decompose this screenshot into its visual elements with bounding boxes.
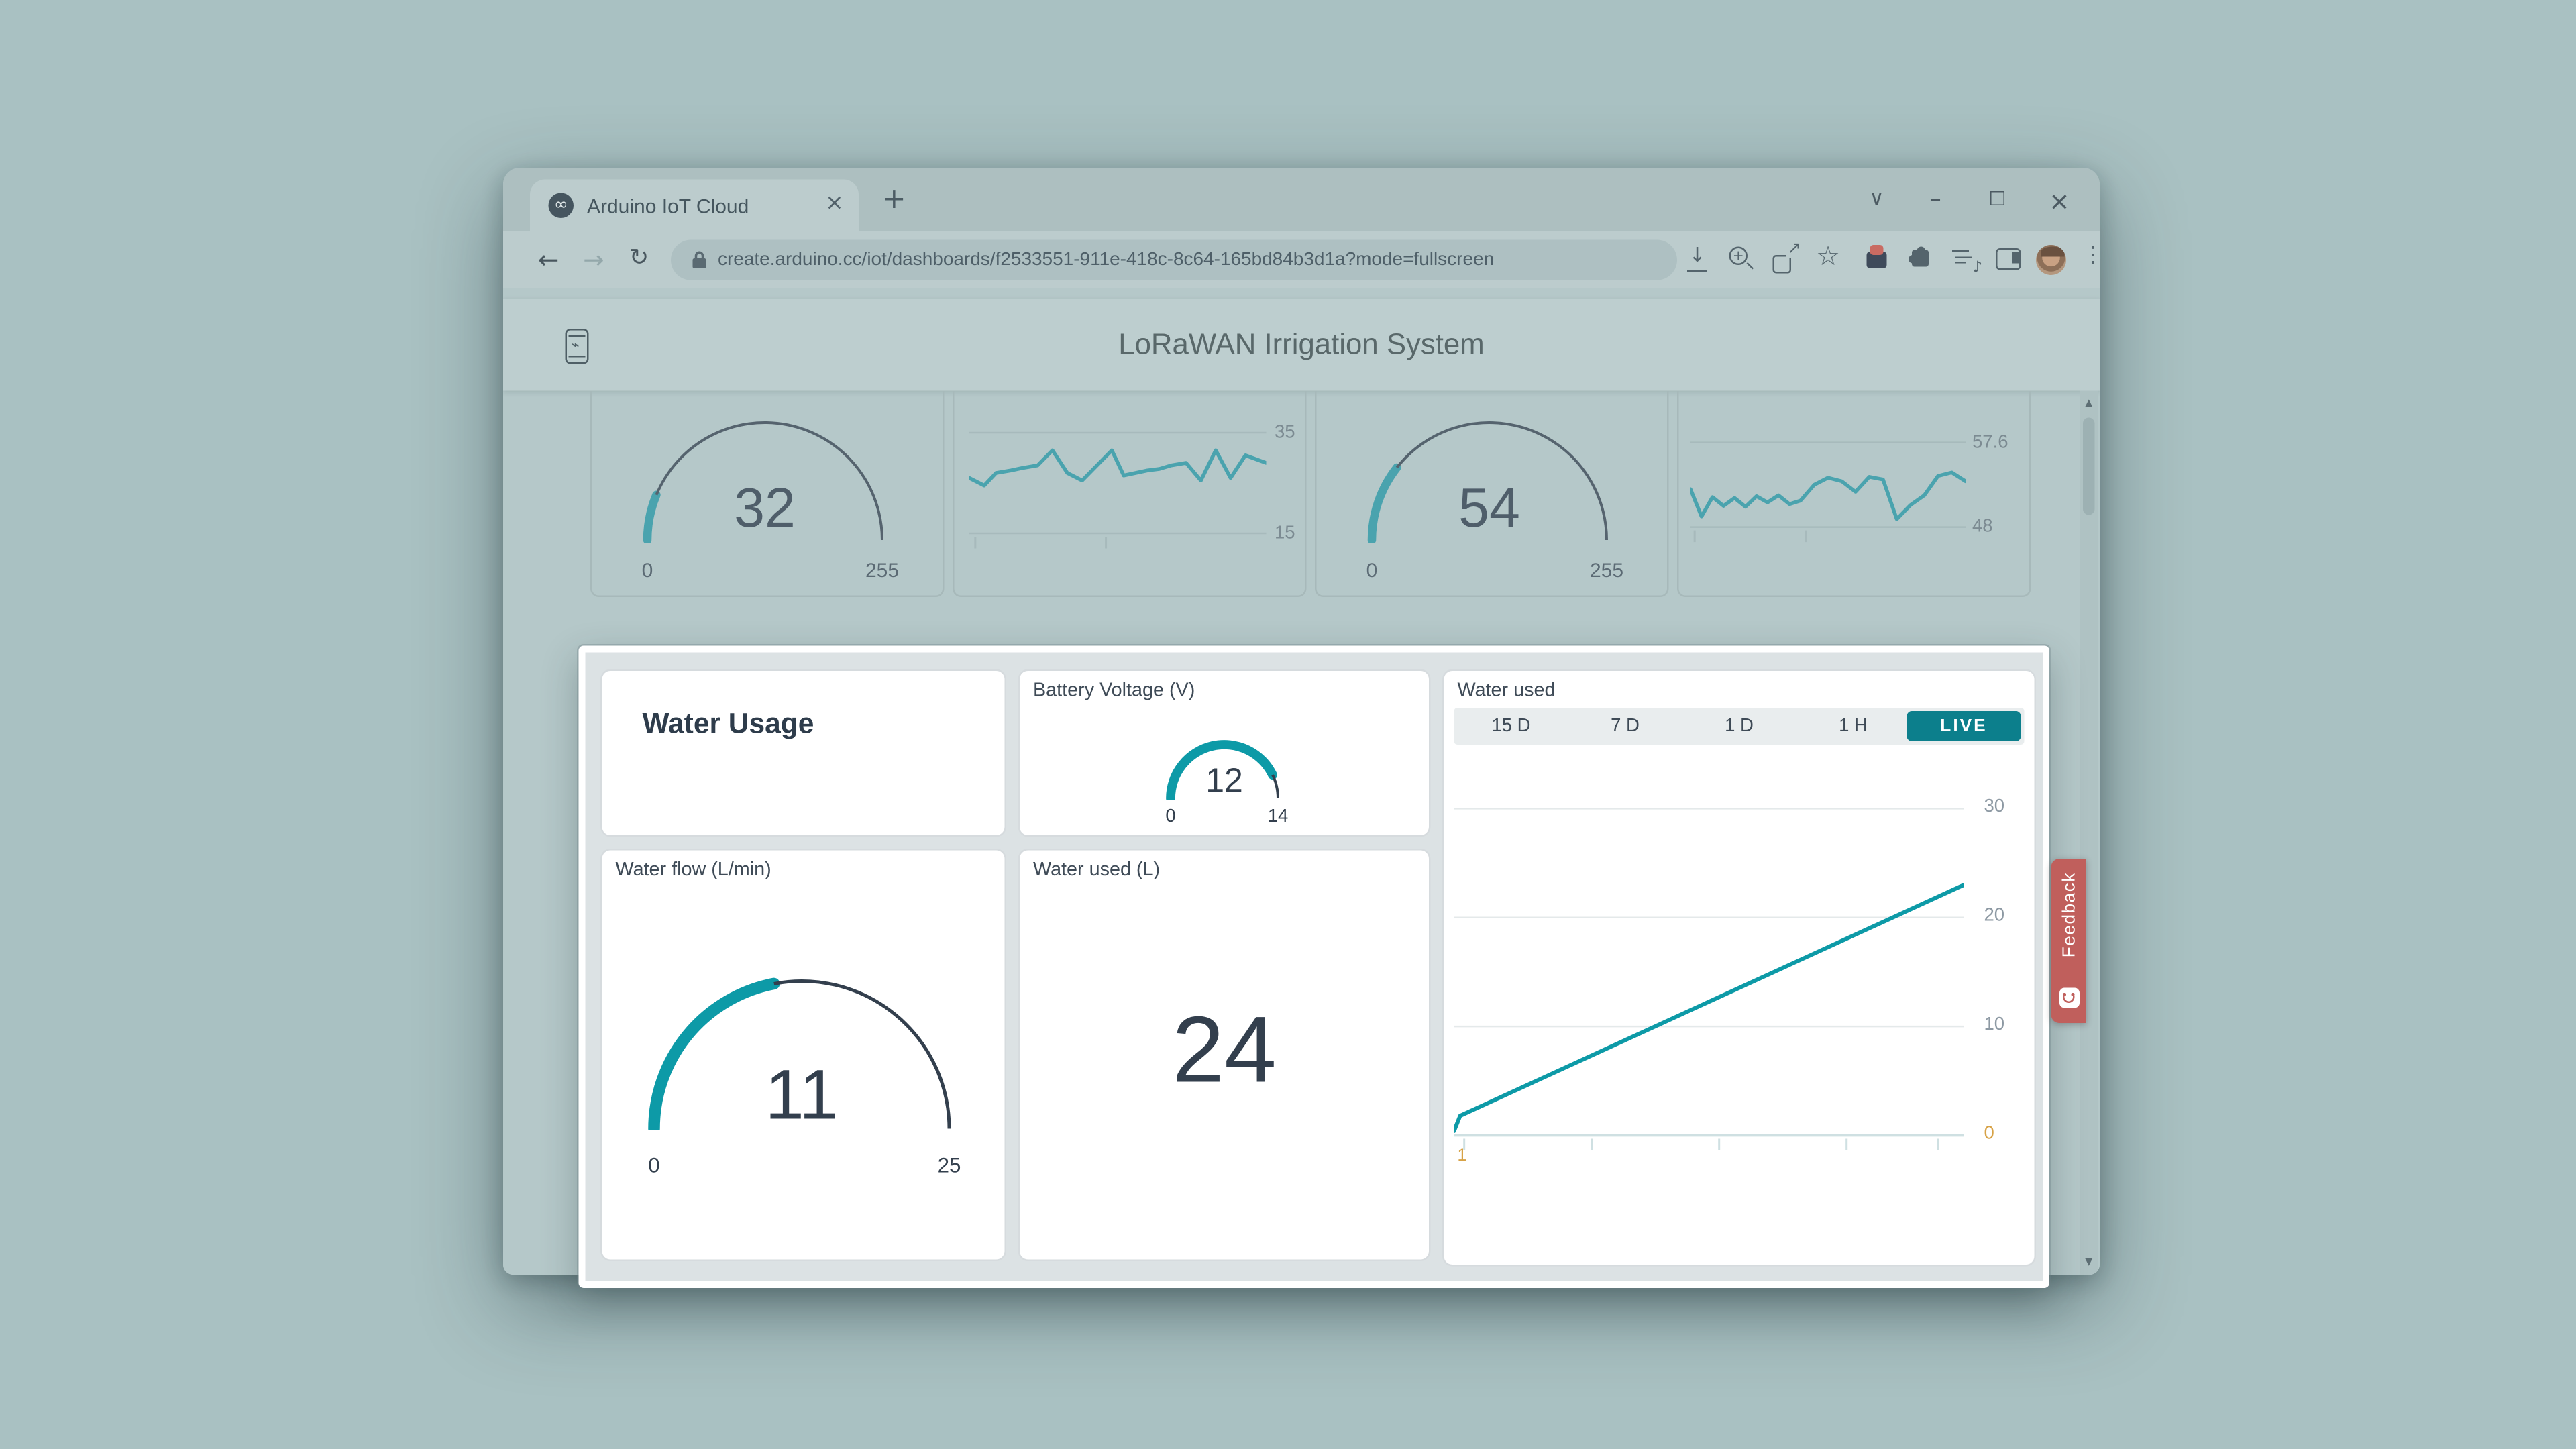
gauge-max: 14 [1267,806,1289,827]
gauge-value: 54 [1458,476,1520,539]
gauge-min: 0 [1165,806,1176,827]
gauge-max: 255 [1589,558,1624,582]
widget-chart-top-2 [1677,390,2031,597]
tab-strip: ∞ Arduino IoT Cloud × + ∨ – □ × [503,168,2100,231]
side-panel-icon[interactable] [1992,244,2026,277]
gauge-min: 0 [641,558,653,582]
gauge-min: 0 [1366,558,1378,582]
zoom-search-icon[interactable]: + [1724,244,1758,277]
x-axis-stub-label: 1 [1457,1147,1467,1166]
line-chart-top-2 [1690,441,1966,543]
dashboard-title: LoRaWAN Irrigation System [1118,327,1485,361]
feedback-tab[interactable]: Feedback [2051,859,2086,1023]
range-7d-button[interactable]: 7 D [1611,716,1640,737]
highlight-region: Water Usage Battery Voltage (V) 12 0 14 … [578,645,2049,1288]
line-chart-top-1 [969,431,1267,549]
value-readout: 24 [1172,996,1277,1102]
lock-icon [692,251,706,268]
y-tick-label: 35 [1275,423,1295,443]
window-minimize-button[interactable]: – [1929,186,1941,213]
browser-menu-kebab-icon[interactable]: ⋮ [2082,243,2104,269]
feedback-label: Feedback [2059,872,2080,958]
shopping-extension-icon[interactable] [1862,244,1895,277]
y-tick-label: 15 [1275,523,1295,543]
widget-title: Water flow (L/min) [615,860,771,881]
widget-title: Water used (L) [1033,860,1161,881]
widget-chart-top-1 [953,390,1307,597]
gauge-max: 255 [865,558,900,582]
widget-water-used-total: Water used (L) 24 [1018,849,1431,1261]
scroll-down-icon[interactable]: ▼ [2084,1256,2093,1269]
widget-water-usage-title: Water Usage [600,669,1006,837]
browser-toolbar: ← → ↻ create.arduino.cc/iot/dashboards/f… [503,231,2104,290]
tab-close-icon[interactable]: × [825,191,844,217]
smiley-icon [2058,987,2079,1008]
range-1d-button[interactable]: 1 D [1725,716,1754,737]
url-bar[interactable]: create.arduino.cc/iot/dashboards/f253355… [671,239,1677,280]
profile-avatar[interactable] [2036,245,2066,275]
reload-button[interactable]: ↻ [629,245,649,272]
back-button[interactable]: ← [537,245,559,275]
time-range-selector: 15 D 7 D 1 D 1 H LIVE [1454,708,2025,745]
gauge-arc-battery [1166,740,1279,800]
dashboard-header: ⌁ LoRaWAN Irrigation System [503,299,2100,391]
download-icon[interactable]: ↓ [1680,244,1714,277]
widget-battery-voltage: Battery Voltage (V) 12 0 14 [1018,669,1431,837]
widget-title: Battery Voltage (V) [1033,681,1195,701]
tab-search-chevron-icon[interactable]: ∨ [1869,186,1884,210]
gauge-value: 32 [734,476,796,539]
widget-title: Water used [1457,681,1556,701]
widget-gauge-top-2 [1315,390,1669,597]
page-scrollbar[interactable]: ▲ ▼ [2080,390,2098,1275]
gauge-value: 11 [765,1055,839,1134]
range-1h-button[interactable]: 1 H [1839,716,1868,737]
water-used-line-chart [1454,808,1964,1150]
gauge-max: 25 [937,1154,961,1177]
window-close-button[interactable]: × [2049,186,2070,217]
gauge-arc-top-2 [1367,421,1608,543]
gauge-arc-water-flow [648,977,951,1130]
gauge-value: 12 [1205,763,1243,800]
range-15d-button[interactable]: 15 D [1491,716,1531,737]
media-playlist-icon[interactable]: ♪ [1949,244,1982,277]
share-icon[interactable]: ↗ [1768,239,1801,277]
extensions-puzzle-icon[interactable] [1905,244,1939,277]
forward-button[interactable]: → [583,245,604,275]
tab-title: Arduino IoT Cloud [587,195,749,218]
y-axis-label: 10 [1984,1014,2005,1035]
window-maximize-button[interactable]: □ [1988,186,2006,209]
live-button[interactable]: LIVE [1907,711,2021,741]
widget-water-flow: Water flow (L/min) 11 0 25 [600,849,1006,1261]
y-axis-label: 30 [1984,796,2005,817]
new-tab-button[interactable]: + [882,182,906,217]
widget-gauge-top-1 [590,390,945,597]
bookmark-star-icon[interactable]: ☆ [1816,239,1840,272]
arduino-favicon-icon: ∞ [548,193,574,218]
scrollbar-thumb[interactable] [2083,417,2095,515]
gauge-arc-top-1 [643,421,883,543]
mobile-layout-icon[interactable]: ⌁ [565,329,589,364]
y-tick-label: 57.6 [1972,433,2008,453]
y-axis-zero-label: 0 [1984,1124,1994,1144]
browser-tab-arduino-iot-cloud[interactable]: ∞ Arduino IoT Cloud × [530,179,859,231]
url-text: create.arduino.cc/iot/dashboards/f253355… [718,250,1495,270]
scroll-up-icon[interactable]: ▲ [2084,397,2093,410]
widget-water-used-chart: Water used 15 D 7 D 1 D 1 H LIVE 30 20 1… [1442,669,2036,1267]
y-axis-label: 20 [1984,906,2005,926]
group-title: Water Usage [642,708,814,740]
y-tick-label: 48 [1972,517,1993,537]
gauge-min: 0 [648,1154,660,1177]
